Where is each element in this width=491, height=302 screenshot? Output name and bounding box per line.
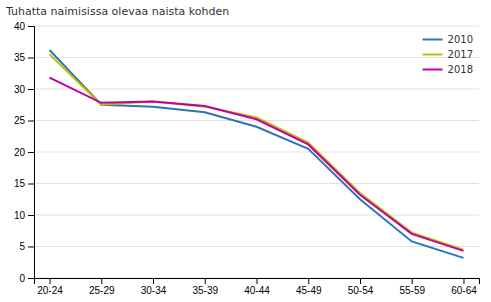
y-tick-label: 20 xyxy=(14,147,26,158)
x-axis: 20-24 25-29 30-34 35-39 40-44 45-49 50-54 55-59… xyxy=(35,278,480,296)
x-tick-label: 50-54 xyxy=(348,285,374,296)
x-tick: 55-59 xyxy=(399,278,425,296)
x-tick-label: 55-59 xyxy=(399,285,425,296)
chart: 0 5 10 15 20 25 30 35 40 20-24 25-29 30-34 35-39 40-4… xyxy=(0,0,491,302)
y-tick-label: 40 xyxy=(14,21,26,32)
y-tick-label: 35 xyxy=(14,52,26,63)
legend-item: 2017 xyxy=(423,49,473,60)
x-tick: 50-54 xyxy=(348,278,374,296)
series-line xyxy=(50,78,464,251)
y-tick-mark xyxy=(28,121,34,122)
legend-label: 2010 xyxy=(448,34,473,45)
grid-line xyxy=(34,183,479,184)
plot: 0 5 10 15 20 25 30 35 40 20-24 25-29 30-34 35-39 40-4… xyxy=(14,21,480,296)
grid-line xyxy=(34,246,479,247)
grid-line xyxy=(34,89,479,90)
y-tick-label: 30 xyxy=(14,84,26,95)
y-tick: 15 xyxy=(14,178,34,189)
x-tick: 30-34 xyxy=(141,278,167,296)
y-tick: 30 xyxy=(14,84,34,95)
y-axis-line xyxy=(28,27,35,279)
legend-label: 2018 xyxy=(448,64,473,75)
series-line xyxy=(50,54,464,249)
y-tick-label: 10 xyxy=(14,210,26,221)
y-tick: 35 xyxy=(14,52,34,63)
y-tick-mark xyxy=(28,89,34,90)
y-tick: 0 xyxy=(19,273,34,284)
x-tick: 40-44 xyxy=(244,278,270,296)
y-tick-mark xyxy=(28,58,34,59)
grid-line xyxy=(34,152,479,153)
x-tick-mark xyxy=(101,278,102,284)
x-tick: 25-29 xyxy=(89,278,115,296)
legend-swatch xyxy=(423,69,443,71)
grid-line xyxy=(34,215,479,216)
x-tick-mark xyxy=(205,278,206,284)
x-tick-label: 40-44 xyxy=(244,285,270,296)
x-tick: 60-64 xyxy=(451,278,477,296)
y-tick: 25 xyxy=(14,115,34,126)
grid-line xyxy=(34,57,479,58)
grid xyxy=(34,26,479,278)
legend: 2010 2017 2018 xyxy=(423,34,473,75)
y-tick-label: 0 xyxy=(19,273,25,284)
legend-label: 2017 xyxy=(448,49,473,60)
y-tick-mark xyxy=(28,26,34,27)
legend-item: 2010 xyxy=(423,34,473,45)
x-tick-label: 20-24 xyxy=(37,285,63,296)
y-tick-label: 15 xyxy=(14,178,26,189)
x-tick-mark xyxy=(257,278,258,284)
y-tick-mark xyxy=(28,215,34,216)
x-tick-label: 25-29 xyxy=(89,285,115,296)
x-tick-mark xyxy=(360,278,361,284)
x-tick-label: 35-39 xyxy=(192,285,218,296)
x-tick-label: 30-34 xyxy=(141,285,167,296)
y-tick-mark xyxy=(28,278,34,279)
legend-swatch xyxy=(423,54,443,56)
legend-item: 2018 xyxy=(423,64,473,75)
y-tick: 20 xyxy=(14,147,34,158)
x-tick: 45-49 xyxy=(296,278,322,296)
grid-line xyxy=(34,26,479,27)
y-tick-mark xyxy=(28,247,34,248)
y-tick: 10 xyxy=(14,210,34,221)
y-tick-label: 5 xyxy=(19,241,25,252)
y-tick: 40 xyxy=(14,21,34,32)
title: Tuhatta naimisissa olevaa naista kohden xyxy=(5,5,229,18)
lines xyxy=(50,50,464,258)
x-tick-mark xyxy=(412,278,413,284)
y-tick-label: 25 xyxy=(14,115,26,126)
y-tick-mark xyxy=(28,184,34,185)
y-tick: 5 xyxy=(19,241,34,252)
x-tick: 35-39 xyxy=(192,278,218,296)
x-tick-mark xyxy=(153,278,154,284)
x-axis-line xyxy=(35,279,480,285)
legend-swatch xyxy=(423,39,443,41)
x-tick-mark xyxy=(308,278,309,284)
series-line xyxy=(50,50,464,258)
x-tick-mark xyxy=(50,278,51,284)
y-axis: 0 5 10 15 20 25 30 35 40 xyxy=(14,21,35,284)
x-tick-mark xyxy=(463,278,464,284)
x-tick-label: 60-64 xyxy=(451,285,477,296)
x-tick-label: 45-49 xyxy=(296,285,322,296)
y-tick-mark xyxy=(28,152,34,153)
x-tick: 20-24 xyxy=(37,278,63,296)
